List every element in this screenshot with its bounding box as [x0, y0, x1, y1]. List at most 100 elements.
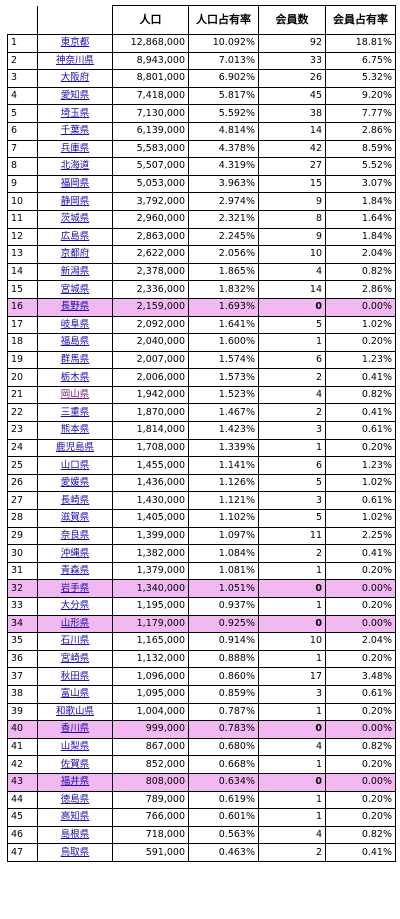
member-count-cell: 2	[258, 403, 326, 423]
prefecture-link[interactable]: 島根県	[37, 825, 113, 845]
prefecture-link[interactable]: 富山県	[37, 684, 113, 704]
prefecture-link[interactable]: 鹿児島県	[37, 438, 113, 458]
member-share-cell: 1.02%	[325, 509, 396, 528]
population-share-cell: 0.783%	[188, 720, 259, 739]
population-share-cell: 0.668%	[188, 755, 259, 774]
population-cell: 1,195,000	[112, 597, 189, 616]
table-row: 38 富山県 1,095,000 0.859% 3 0.61%	[7, 684, 396, 704]
prefecture-link[interactable]: 宮崎県	[37, 649, 113, 669]
prefecture-link[interactable]: 静岡県	[37, 192, 113, 211]
member-count-cell: 2	[258, 368, 326, 387]
member-count-cell: 0	[258, 579, 326, 598]
population-cell: 2,622,000	[112, 245, 189, 264]
population-cell: 999,000	[112, 720, 189, 739]
population-share-cell: 1.693%	[188, 297, 259, 317]
prefecture-link[interactable]: 群馬県	[37, 350, 113, 370]
population-cell: 1,095,000	[112, 684, 189, 704]
prefecture-link[interactable]: 鳥取県	[37, 843, 113, 862]
prefecture-link[interactable]: 埼玉県	[37, 104, 113, 123]
prefecture-link[interactable]: 三重県	[37, 403, 113, 423]
table-row: 3 大阪府 8,801,000 6.902% 26 5.32%	[7, 69, 396, 88]
table-row: 30 沖縄県 1,382,000 1.084% 2 0.41%	[7, 544, 396, 563]
row-number: 37	[7, 667, 38, 686]
prefecture-link[interactable]: 和歌山県	[37, 702, 113, 722]
population-share-cell: 7.013%	[188, 51, 259, 71]
member-share-cell: 0.20%	[325, 790, 396, 810]
prefecture-link[interactable]: 京都府	[37, 245, 113, 264]
prefecture-link[interactable]: 宮城県	[37, 280, 113, 299]
population-cell: 2,007,000	[112, 350, 189, 370]
member-count-cell: 11	[258, 526, 326, 546]
prefecture-link[interactable]: 大阪府	[37, 69, 113, 88]
table-row: 33 大分県 1,195,000 0.937% 1 0.20%	[7, 597, 396, 616]
member-count-cell: 0	[258, 720, 326, 739]
row-number: 32	[7, 579, 38, 598]
prefecture-link[interactable]: 佐賀県	[37, 755, 113, 774]
member-count-cell: 38	[258, 104, 326, 123]
population-share-cell: 1.467%	[188, 403, 259, 423]
population-cell: 3,792,000	[112, 192, 189, 211]
population-cell: 2,092,000	[112, 315, 189, 335]
member-share-cell: 0.20%	[325, 333, 396, 352]
population-cell: 2,960,000	[112, 209, 189, 229]
prefecture-link[interactable]: 熊本県	[37, 421, 113, 440]
prefecture-link[interactable]: 福岡県	[37, 174, 113, 194]
prefecture-link[interactable]: 奈良県	[37, 526, 113, 546]
row-number: 1	[7, 34, 38, 53]
member-count-cell: 0	[258, 772, 326, 792]
prefecture-link[interactable]: 北海道	[37, 157, 113, 176]
population-cell: 2,336,000	[112, 280, 189, 299]
prefecture-link[interactable]: 秋田県	[37, 667, 113, 686]
member-share-cell: 1.02%	[325, 315, 396, 335]
table-row: 20 栃木県 2,006,000 1.573% 2 0.41%	[7, 368, 396, 387]
prefecture-link[interactable]: 広島県	[37, 227, 113, 247]
population-cell: 1,708,000	[112, 438, 189, 458]
prefecture-link[interactable]: 兵庫県	[37, 139, 113, 159]
prefecture-link[interactable]: 愛媛県	[37, 473, 113, 493]
member-count-cell: 45	[258, 86, 326, 106]
member-share-cell: 0.00%	[325, 772, 396, 792]
prefecture-link[interactable]: 香川県	[37, 720, 113, 739]
prefecture-link[interactable]: 神奈川県	[37, 51, 113, 71]
table-row: 5 埼玉県 7,130,000 5.592% 38 7.77%	[7, 104, 396, 123]
prefecture-link[interactable]: 愛知県	[37, 86, 113, 106]
population-cell: 1,382,000	[112, 544, 189, 563]
prefecture-link[interactable]: 東京都	[37, 34, 113, 53]
population-share-cell: 2.974%	[188, 192, 259, 211]
table-row: 17 岐阜県 2,092,000 1.641% 5 1.02%	[7, 315, 396, 335]
row-number: 35	[7, 632, 38, 651]
prefecture-link[interactable]: 大分県	[37, 597, 113, 616]
prefecture-link[interactable]: 栃木県	[37, 368, 113, 387]
prefecture-link[interactable]: 山梨県	[37, 737, 113, 757]
member-share-cell: 1.02%	[325, 473, 396, 493]
prefecture-link[interactable]: 青森県	[37, 561, 113, 581]
prefecture-link[interactable]: 滋賀県	[37, 509, 113, 528]
prefecture-link[interactable]: 沖縄県	[37, 544, 113, 563]
row-number: 13	[7, 245, 38, 264]
row-number: 44	[7, 790, 38, 810]
member-count-cell: 4	[258, 385, 326, 405]
prefecture-link[interactable]: 岐阜県	[37, 315, 113, 335]
member-count-cell: 5	[258, 509, 326, 528]
member-share-cell: 0.00%	[325, 720, 396, 739]
prefecture-link[interactable]: 徳島県	[37, 790, 113, 810]
prefecture-link[interactable]: 長野県	[37, 297, 113, 317]
prefecture-link[interactable]: 茨城県	[37, 209, 113, 229]
prefecture-link[interactable]: 新潟県	[37, 262, 113, 282]
prefecture-link[interactable]: 福井県	[37, 772, 113, 792]
population-cell: 2,040,000	[112, 333, 189, 352]
population-cell: 2,006,000	[112, 368, 189, 387]
prefecture-link[interactable]: 岩手県	[37, 579, 113, 598]
prefecture-link[interactable]: 石川県	[37, 632, 113, 651]
prefecture-link[interactable]: 高知県	[37, 808, 113, 827]
prefecture-link[interactable]: 山口県	[37, 456, 113, 475]
prefecture-link[interactable]: 福島県	[37, 333, 113, 352]
prefecture-link[interactable]: 岡山県	[37, 385, 113, 405]
prefecture-link[interactable]: 千葉県	[37, 121, 113, 141]
member-count-cell: 2	[258, 843, 326, 862]
member-count-cell: 0	[258, 297, 326, 317]
prefecture-link[interactable]: 長崎県	[37, 491, 113, 511]
prefecture-link[interactable]: 山形県	[37, 614, 113, 634]
member-share-cell: 1.64%	[325, 209, 396, 229]
population-share-cell: 4.378%	[188, 139, 259, 159]
